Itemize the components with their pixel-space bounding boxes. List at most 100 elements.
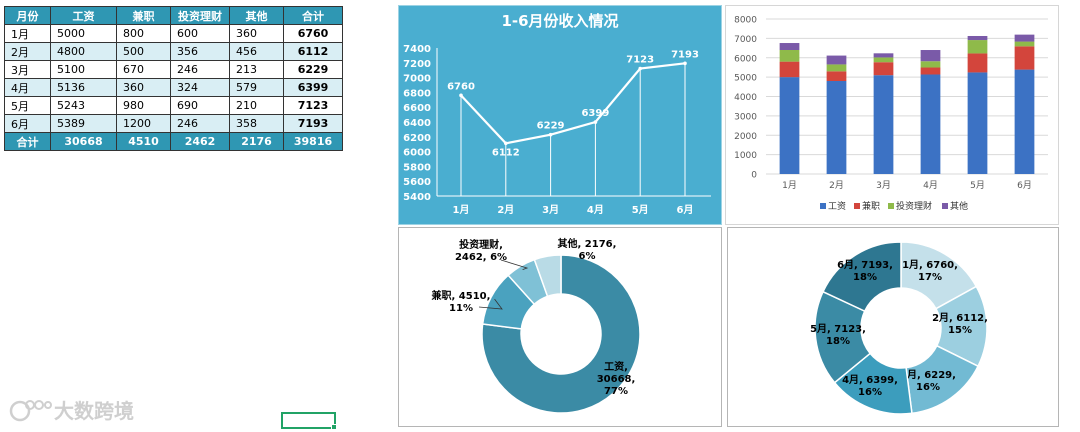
table-cell[interactable]: 5100 (50, 60, 117, 79)
table-cell-total[interactable]: 6229 (283, 60, 343, 79)
table-cell[interactable]: 246 (170, 60, 230, 79)
total-cell[interactable]: 39816 (283, 132, 343, 151)
line-chart: 1-6月份收入情况 7400 7200 7000 6800 6600 6400 6200 600… (403, 12, 711, 216)
y-tick-label: 6600 (403, 103, 431, 114)
table-cell-total[interactable]: 6112 (283, 42, 343, 61)
data-label: 6760 (447, 81, 475, 92)
table-cell[interactable]: 5136 (50, 78, 117, 97)
table-row: 1月 5000 800 600 360 6760 (4, 24, 343, 43)
table-row: 3月 5100 670 246 213 6229 (4, 60, 343, 79)
y-tick-label: 6200 (403, 133, 431, 144)
slice-label: 1月, 6760, 17% (902, 259, 958, 283)
data-label: 6229 (537, 121, 565, 132)
data-label: 6399 (581, 108, 609, 119)
total-cell[interactable]: 2462 (170, 132, 230, 151)
total-cell[interactable]: 4510 (116, 132, 171, 151)
table-cell[interactable]: 1月 (4, 24, 51, 43)
legend-label: 工资 (828, 201, 846, 212)
y-tick-label: 0 (751, 171, 757, 181)
table-cell[interactable]: 3月 (4, 60, 51, 79)
stacked-bar-chart-panel[interactable]: 8000 7000 6000 5000 4000 3000 2000 1000 0 1月 2月 3月 4… (725, 5, 1059, 225)
y-tick-label: 7400 (403, 44, 431, 55)
table-cell-total[interactable]: 7193 (283, 114, 343, 133)
table-cell[interactable]: 210 (229, 96, 284, 115)
line-chart-panel[interactable]: 1-6月份收入情况 7400 7200 7000 6800 6600 6400 6200 600… (398, 5, 722, 225)
table-cell[interactable]: 579 (229, 78, 284, 97)
y-tick-label: 7000 (403, 74, 431, 85)
chart-title: 1-6月份收入情况 (501, 12, 618, 30)
table-cell[interactable]: 456 (229, 42, 284, 61)
header-cell-other[interactable]: 其他 (229, 6, 284, 25)
table-cell[interactable]: 4800 (50, 42, 117, 61)
table-cell[interactable]: 2月 (4, 42, 51, 61)
x-tick-label: 5月 (970, 180, 985, 191)
table-cell-total[interactable]: 6399 (283, 78, 343, 97)
total-cell[interactable]: 2176 (229, 132, 284, 151)
table-cell-total[interactable]: 6760 (283, 24, 343, 43)
y-tick-label: 7000 (734, 35, 757, 45)
bar-segment (873, 57, 894, 63)
table-cell[interactable]: 358 (229, 114, 284, 133)
table-cell[interactable]: 356 (170, 42, 230, 61)
table-cell[interactable]: 1200 (116, 114, 171, 133)
slice-label: 其他, 2176, 6% (558, 237, 617, 262)
data-point (593, 120, 598, 124)
income-table: 月份 工资 兼职 投资理财 其他 合计 1月 5000 800 600 360 … (4, 6, 343, 151)
leader-line (478, 298, 503, 310)
y-tick-label: 5800 (403, 162, 431, 173)
table-cell[interactable]: 500 (116, 42, 171, 61)
category-donut-panel[interactable]: 工资, 30668, 77% 兼职, 4510, 11% 投资理财, 2462, 6% 其他,… (398, 227, 722, 427)
category-donut-chart: 工资, 30668, 77% 兼职, 4510, 11% 投资理财, 2462, 6% 其他,… (432, 237, 641, 414)
stacked-bar-chart: 8000 7000 6000 5000 4000 3000 2000 1000 0 1月 2月 3月 4… (734, 16, 1048, 212)
month-donut-chart: 1月, 6760, 17% 2月, 6112, 15% 3月, 6229, 16%4月, … (810, 241, 988, 415)
data-point (638, 66, 642, 71)
table-cell[interactable]: 6月 (4, 114, 51, 133)
bar-segment (1014, 46, 1035, 70)
y-tick-label: 4000 (734, 93, 757, 103)
bar-segment (967, 53, 988, 73)
y-tick-label: 6000 (734, 54, 757, 64)
table-cell[interactable]: 360 (116, 78, 171, 97)
y-tick-label: 2000 (734, 132, 757, 142)
table-cell[interactable]: 800 (116, 24, 171, 43)
header-cell-total[interactable]: 合计 (283, 6, 343, 25)
table-cell[interactable]: 246 (170, 114, 230, 133)
table-cell[interactable]: 5243 (50, 96, 117, 115)
bar-segment (920, 74, 941, 174)
table-cell[interactable]: 690 (170, 96, 230, 115)
table-cell[interactable]: 5000 (50, 24, 117, 43)
table-cell[interactable]: 360 (229, 24, 284, 43)
header-cell-salary[interactable]: 工资 (50, 6, 117, 25)
table-cell[interactable]: 5389 (50, 114, 117, 133)
fill-handle[interactable] (331, 424, 337, 430)
table-row: 5月 5243 980 690 210 7123 (4, 96, 343, 115)
table-cell[interactable]: 213 (229, 60, 284, 79)
bar-segment (779, 50, 800, 62)
table-cell[interactable]: 980 (116, 96, 171, 115)
table-cell[interactable]: 5月 (4, 96, 51, 115)
table-cell[interactable]: 324 (170, 78, 230, 97)
header-cell-parttime[interactable]: 兼职 (116, 6, 171, 25)
legend-swatch (820, 203, 826, 209)
table-cell[interactable]: 600 (170, 24, 230, 43)
bar-segment (873, 62, 894, 76)
header-cell-investment[interactable]: 投资理财 (170, 6, 230, 25)
y-tick-label: 6800 (403, 88, 431, 99)
total-cell[interactable]: 合计 (4, 132, 51, 151)
table-row: 2月 4800 500 356 456 6112 (4, 42, 343, 61)
table-cell[interactable]: 670 (116, 60, 171, 79)
table-cell-total[interactable]: 7123 (283, 96, 343, 115)
table-header-row: 月份 工资 兼职 投资理财 其他 合计 (4, 6, 343, 25)
leader-line (500, 259, 529, 270)
header-cell-month[interactable]: 月份 (4, 6, 51, 25)
total-cell[interactable]: 30668 (50, 132, 117, 151)
bar-segment (1014, 41, 1035, 47)
slice-label: 5月, 7123, 18% (810, 323, 866, 347)
legend-label: 其他 (950, 200, 968, 212)
bar-segment (967, 40, 988, 54)
month-donut-panel[interactable]: 1月, 6760, 17% 2月, 6112, 15% 3月, 6229, 16% 4月, … (727, 227, 1059, 427)
bar-segment (873, 75, 894, 174)
table-cell[interactable]: 4月 (4, 78, 51, 97)
bar-segment (920, 67, 941, 75)
selected-cell[interactable] (281, 412, 337, 430)
